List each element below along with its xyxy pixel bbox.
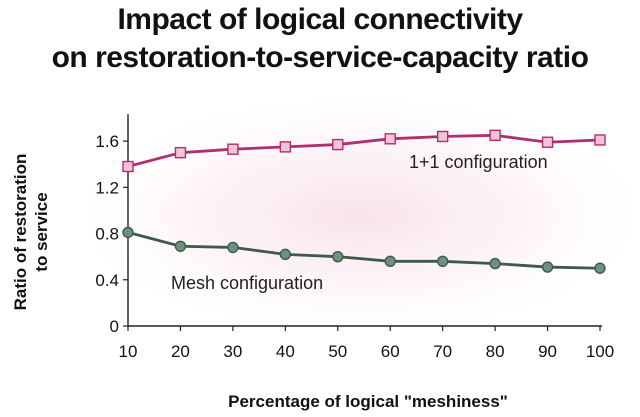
series-line: [127, 231, 601, 270]
x-tick-label: 50: [328, 342, 347, 361]
chart-title-line-1: Impact of logical connectivity: [117, 3, 523, 36]
y-tick-label: 0.8: [95, 225, 119, 244]
x-tick-labels: 10 20 30 40 50 60 70 80 90 100: [119, 326, 614, 361]
y-tick-label: 1.6: [95, 132, 119, 151]
data-point-circle: [279, 248, 292, 261]
y-tick-label: 0.4: [95, 271, 119, 290]
x-tick-label: 40: [276, 342, 295, 361]
series-label-1plus1: 1+1 configuration: [409, 152, 548, 172]
data-point-circle: [489, 257, 501, 270]
data-point-square: [594, 134, 606, 146]
data-point-circle: [122, 226, 134, 239]
chart-title-line-2: on restoration-to-service-capacity ratio: [51, 41, 589, 74]
y-tick-label: 1.2: [95, 178, 119, 197]
data-point-square: [227, 143, 239, 155]
data-point-circle: [436, 255, 449, 267]
y-tick-label: 0: [110, 317, 119, 336]
series-layer: [122, 129, 606, 274]
x-tick-label: 10: [119, 342, 138, 361]
series-label-mesh: Mesh configuration: [171, 273, 323, 293]
data-point-square: [384, 133, 396, 145]
data-point-circle: [541, 261, 554, 273]
data-point-circle: [174, 240, 187, 252]
y-axis-title: Ratio of restoration to service: [11, 154, 51, 311]
data-point-circle: [384, 255, 396, 267]
data-point-square: [332, 138, 344, 151]
x-tick-label: 30: [223, 342, 242, 361]
x-tick-label: 80: [486, 342, 505, 361]
y-axis-title-line-1: Ratio of restoration: [11, 154, 30, 311]
axes: [127, 114, 602, 327]
data-point-square: [541, 136, 554, 148]
y-axis-title-line-2: to service: [32, 192, 51, 271]
data-point-circle: [332, 250, 344, 263]
data-point-square: [489, 129, 501, 142]
x-tick-label: 20: [171, 342, 190, 361]
x-tick-label: 70: [433, 342, 452, 361]
series-mesh: [122, 226, 606, 274]
data-point-circle: [227, 241, 239, 254]
background-glow: [60, 90, 640, 340]
series-line: [127, 133, 601, 168]
data-point-circle: [594, 262, 606, 274]
x-axis-title: Percentage of logical "meshiness": [228, 392, 508, 411]
series-1plus1: [122, 129, 606, 173]
data-point-square: [122, 160, 134, 173]
data-point-square: [436, 130, 449, 143]
x-tick-label: 90: [538, 342, 557, 361]
x-tick-label: 60: [381, 342, 400, 361]
data-point-square: [174, 146, 187, 159]
data-point-square: [279, 141, 292, 153]
x-tick-label: 100: [586, 342, 614, 361]
